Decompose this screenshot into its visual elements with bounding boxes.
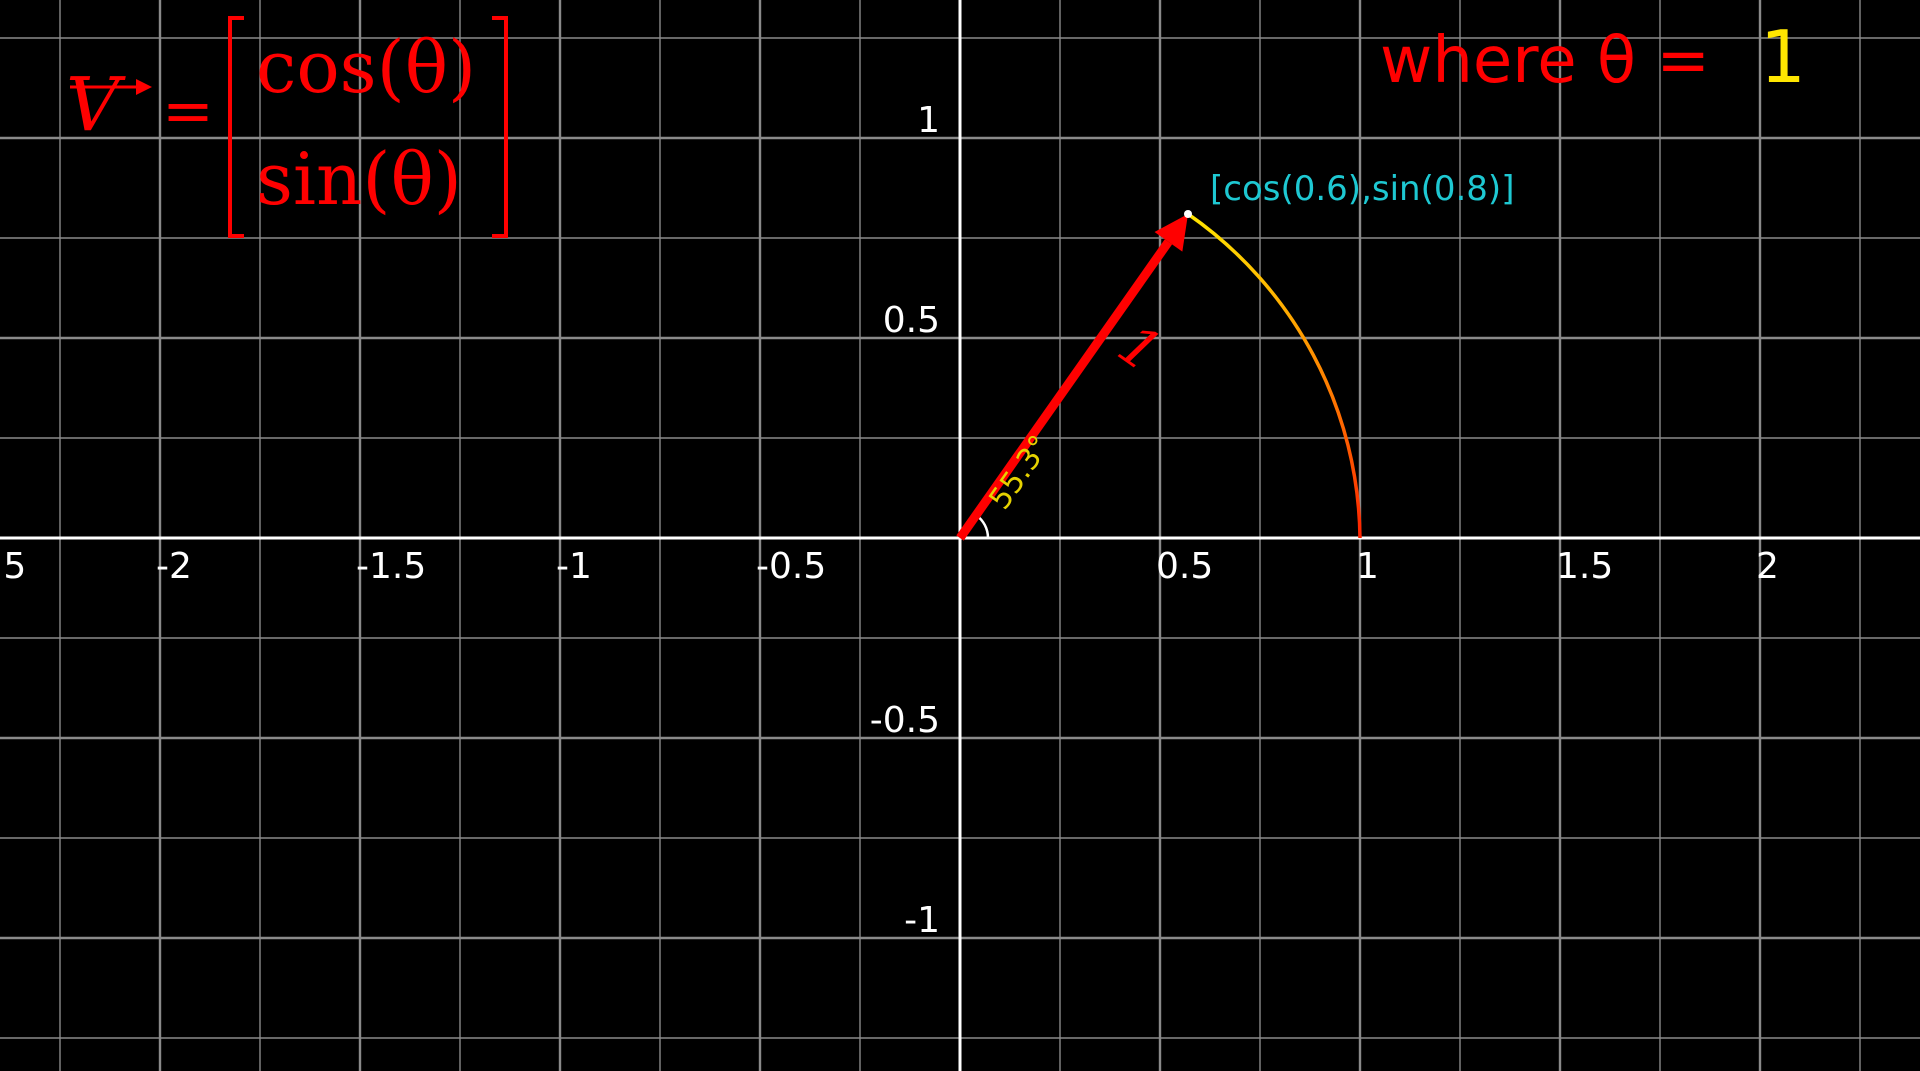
theta-prefix-text: where θ = bbox=[1380, 24, 1710, 98]
y-tick-labels: 1 0.5 -0.5 -1 bbox=[870, 100, 940, 941]
x-tick-label: -0.5 bbox=[756, 546, 826, 587]
y-tick-label: 0.5 bbox=[883, 300, 940, 341]
unit-circle-arc bbox=[1187, 212, 1362, 539]
x-tick-label: -1.5 bbox=[356, 546, 426, 587]
x-tick-labels: -2.5 -2 -1.5 -1 -0.5 0.5 1 1.5 2 bbox=[0, 546, 1779, 587]
vector-arrow bbox=[956, 239, 1173, 541]
vector-formula: V = cos(θ) sin(θ) bbox=[66, 16, 508, 238]
vector-arrowhead bbox=[1154, 214, 1188, 252]
x-tick-label: -1 bbox=[556, 546, 592, 587]
y-tick-label: 1 bbox=[917, 100, 940, 141]
formula-equals-sign: = bbox=[162, 74, 214, 147]
x-tick-label: -2 bbox=[156, 546, 192, 587]
x-tick-label: 1 bbox=[1356, 546, 1379, 587]
x-tick-label: -2.5 bbox=[0, 546, 26, 587]
formula-vector-arrowhead bbox=[136, 79, 152, 95]
theta-readout: where θ = 1 bbox=[1380, 15, 1806, 99]
angle-label: 55.3° bbox=[982, 429, 1058, 516]
x-tick-label: 1.5 bbox=[1556, 546, 1613, 587]
formula-row-sin: sin(θ) bbox=[256, 137, 462, 221]
x-tick-label: 2 bbox=[1756, 546, 1779, 587]
formula-right-bracket bbox=[492, 16, 508, 238]
x-tick-label: 0.5 bbox=[1156, 546, 1213, 587]
y-tick-label: -1 bbox=[904, 900, 940, 941]
vector-tip-point bbox=[1184, 210, 1192, 218]
theta-value: 1 bbox=[1760, 15, 1806, 99]
point-coordinate-label: [cos(0.6),sin(0.8)] bbox=[1210, 169, 1514, 209]
formula-vector-symbol: V bbox=[66, 62, 126, 148]
formula-row-cos: cos(θ) bbox=[256, 25, 476, 109]
y-tick-label: -0.5 bbox=[870, 700, 940, 741]
formula-left-bracket bbox=[228, 16, 244, 238]
